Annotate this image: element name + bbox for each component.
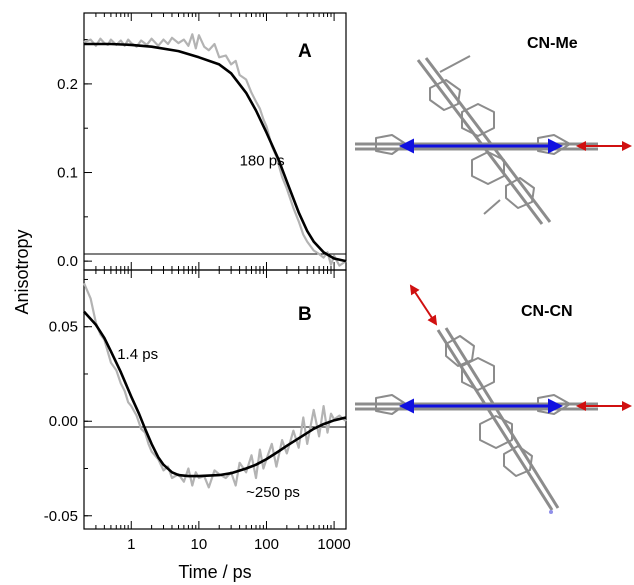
y-tick-label: 0.0: [57, 253, 78, 270]
panel-a-label: A: [298, 41, 312, 62]
molecule-cn-cn-label: CN-CN: [521, 303, 573, 320]
molecule-cn-me: CN-Me: [355, 35, 632, 225]
molecule-cn-cn: CN-CN: [355, 284, 632, 514]
panel-a-ytick-labels: 0.0 0.1 0.2: [57, 76, 78, 270]
panel-b-ticks: [83, 270, 335, 529]
x-tick-label: 100: [254, 536, 279, 553]
x-axis-title: Time / ps: [178, 562, 251, 582]
y-axis-title: Anisotropy: [12, 229, 32, 314]
y-tick-label: -0.05: [44, 508, 78, 525]
x-tick-label: 1: [127, 536, 135, 553]
series-data-line: [82, 282, 347, 489]
x-tick-label: 1000: [317, 536, 350, 553]
annotation-180ps: 180 ps: [240, 152, 285, 169]
panel-b-frame: [83, 269, 347, 530]
molecule-cn-cn-skeleton: [355, 327, 598, 514]
y-tick-label: 0.1: [57, 165, 78, 182]
annotation-1-4ps: 1.4 ps: [117, 346, 158, 363]
y-tick-label: 0.00: [49, 413, 78, 430]
x-tick-label: 10: [191, 536, 208, 553]
molecule-cn-me-label: CN-Me: [527, 35, 578, 52]
molecule-cn-cn-cn-arrow-upper: [409, 284, 438, 326]
panel-b-label: B: [298, 304, 312, 325]
panel-a-ticks: [83, 13, 335, 270]
panel-b-ytick-labels: -0.05 0.00 0.05: [44, 319, 78, 525]
y-tick-label: 0.2: [57, 76, 78, 93]
panel-a-series: [83, 33, 347, 267]
series-fit-line: [83, 310, 347, 478]
series-fit-line: [84, 42, 347, 263]
annotation-250ps: ~250 ps: [246, 484, 300, 501]
molecule-cn-me-skeleton: [355, 55, 598, 225]
panel-b-xtick-labels: 1 10 100 1000: [127, 536, 351, 553]
y-tick-label: 0.05: [49, 319, 78, 336]
panel-b-series: [82, 282, 347, 489]
panel-b: -0.05 0.00 0.05 1 10 100 1000 B 1.4 ps ~250 p…: [44, 269, 351, 553]
panel-a: 0.0 0.1 0.2 A 180 ps: [57, 12, 347, 271]
